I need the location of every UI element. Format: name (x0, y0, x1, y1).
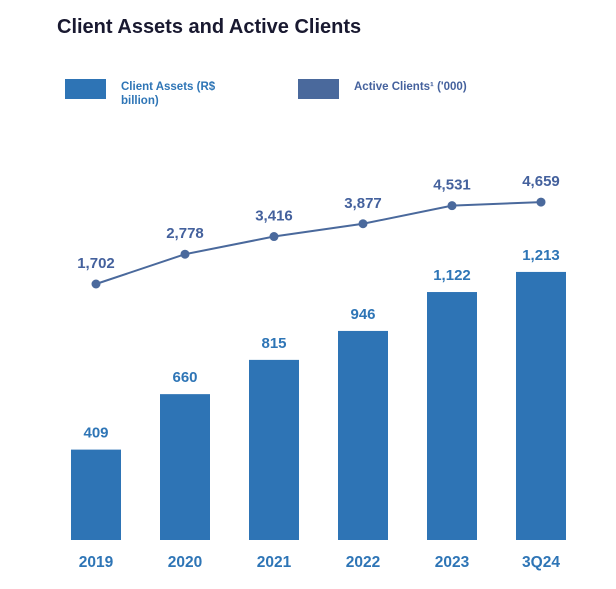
line-value-label: 4,659 (522, 173, 560, 190)
line-value-label: 3,416 (255, 208, 293, 225)
bar-2023 (427, 292, 477, 540)
line-value-label: 1,702 (77, 255, 115, 272)
client-assets-legend-label: Client Assets (R$ billion) (121, 81, 216, 108)
active-clients-line (95, 201, 542, 285)
line-value-label: 3,877 (344, 195, 382, 212)
line-value-label: 4,531 (433, 177, 471, 194)
active-clients-legend-label: Active Clients¹ ('000) (354, 81, 467, 93)
line-marker (91, 279, 101, 289)
chart-canvas: 409 2019 660 2020 815 2021 946 2022 1,122 2023 1,2… (71, 173, 566, 571)
line-marker (536, 197, 546, 207)
x-axis-label: 3Q24 (522, 554, 560, 571)
bar-2020 (160, 394, 210, 540)
bar-value-label: 1,122 (433, 267, 471, 284)
bar-value-label: 660 (172, 369, 197, 386)
x-axis-label: 2023 (435, 554, 470, 571)
line-marker (269, 232, 279, 242)
line-marker (358, 219, 368, 229)
line-marker (447, 201, 457, 211)
client-assets-swatch (65, 79, 106, 99)
bar-2022 (338, 330, 388, 540)
bar-value-label: 815 (261, 335, 286, 352)
x-axis-label: 2019 (79, 554, 114, 571)
bar-2019 (71, 449, 121, 540)
bar-value-label: 409 (83, 425, 108, 442)
x-axis-label: 2022 (346, 554, 380, 571)
x-axis-label: 2020 (168, 554, 202, 571)
line-value-label: 2,778 (166, 225, 204, 242)
chart-area: 409 2019 660 2020 815 2021 946 2022 1,122 2023 1,2… (0, 130, 616, 589)
legend-item-client-assets: Client Assets (R$ billion) (65, 79, 241, 109)
x-axis-label: 2021 (257, 554, 292, 571)
bar-value-label: 946 (350, 306, 375, 323)
bar-2021 (249, 359, 299, 540)
bar-value-label: 1,213 (522, 247, 560, 264)
page-title: Client Assets and Active Clients (57, 16, 362, 38)
legend-item-active-clients: Active Clients¹ ('000) (298, 79, 467, 99)
active-clients-swatch (298, 79, 339, 99)
bar-3Q24 (516, 271, 566, 540)
line-marker (180, 249, 190, 259)
